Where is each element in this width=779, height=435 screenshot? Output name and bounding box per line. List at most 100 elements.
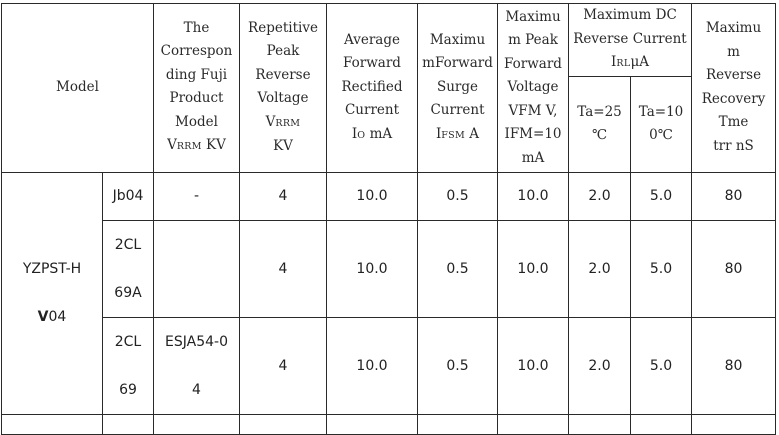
cell-sub-model-line-1: 2CL [114,236,142,253]
header-vrrm-line-1: Repetitive [248,19,318,36]
cell-vrrm: 4 [239,219,327,318]
cell-empty [497,413,569,435]
header-dc-line-1: Maximum DC [583,7,677,23]
header-io-sym: I [351,125,358,142]
header-io: Average Forward Rectified Current IO mA [326,3,418,173]
header-io-sub: O [357,129,366,141]
header-fuji-line-5: Model [175,113,218,130]
header-vfm-line-1: Maximu [505,8,561,25]
header-io-line-1: Average [344,31,400,48]
cell-ir25: 2.0 [568,171,631,221]
cell-fuji: ESJA54-0 4 [153,316,240,415]
cell-sub-model: Jb04 [102,171,154,221]
cell-fuji-line-2: 4 [192,381,201,398]
cell-empty [326,413,418,435]
header-ifsm-unit: A [465,125,480,142]
header-vfm-line-7: mA [521,149,545,166]
cell-empty [1,413,103,435]
header-ta100: Ta=10 0℃ [629,75,693,173]
cell-empty [568,413,631,435]
header-vrrm: Repetitive Peak Reverse Voltage VRRM KV [239,3,327,173]
table-row: YZPST-H V04 Jb04 - 4 10.0 0.5 10.0 2.0 5… [1,171,777,415]
header-vrrm-line-4: Voltage [257,90,309,107]
header-io-line-3: Rectified [341,78,403,95]
header-ta25-line-2: ℃ [591,127,608,143]
header-model-label: Model [56,79,99,95]
cell-empty [629,413,693,435]
cell-empty [239,413,327,435]
header-vfm-line-4: Voltage [507,79,559,95]
header-vrrm-line-3: Reverse [255,66,311,83]
group-model-line-2: V04 [4,293,100,341]
cell-empty [102,413,154,435]
header-ifsm-sym: I [435,125,442,142]
table-row-partial [1,413,777,435]
header-vrrm-line-2: Peak [266,43,300,60]
header-fuji-model: The Correspon ding Fuji Product Model VR… [153,3,240,173]
cell-ir25: 2.0 [568,316,631,415]
header-trr-line-4: Recovery [701,90,766,107]
cell-vfm: 10.0 [497,219,569,318]
cell-fuji-line-1: ESJA54-0 [165,333,228,350]
header-fuji-line-2: Correspon [160,43,233,60]
header-vrrm-unit: KV [273,138,293,155]
header-fuji-line-3: ding Fuji [165,66,228,83]
cell-ifsm: 0.5 [417,316,498,415]
cell-io: 10.0 [326,219,418,318]
header-trr-line-6: trr nS [713,137,754,154]
cell-empty [153,413,240,435]
cell-io: 10.0 [326,316,418,415]
cell-sub-model-line-2: 69A [105,269,151,317]
header-trr-line-5: Tme [718,114,749,131]
header-dc-sub: RL [616,58,631,69]
cell-fuji-line-1: - [193,188,200,204]
header-dc-reverse: Maximum DC Reverse Current IRLμA [567,3,693,77]
cell-ir100: 5.0 [629,171,693,221]
header-ta100-line-2: 0℃ [649,127,673,143]
table-row: 2CL 69A 4 10.0 0.5 10.0 2.0 5.0 80 [2,219,777,318]
cell-sub-model: 2CL 69 [102,316,154,415]
header-vfm: Maximu m Peak Forward Voltage VFM V, IFM… [497,3,569,173]
group-model: YZPST-H V04 [1,171,103,415]
header-trr-line-2: m [727,43,740,60]
header-fuji-sym: V [167,137,177,154]
header-model: Model [1,3,154,173]
header-dc-line-2: Reverse Current [573,30,687,47]
header-dc-sym: I [611,54,617,70]
header-vfm-line-2: m Peak [508,32,558,48]
cell-ifsm: 0.5 [417,219,498,318]
spec-table: Model The Correspon ding Fuji Product Mo… [1,3,777,435]
header-ifsm-line-3: Surge [436,78,479,95]
header-ta25: Ta=25 ℃ [568,75,631,173]
cell-fuji: - [153,171,240,221]
cell-empty [691,413,777,435]
cell-empty [417,413,498,435]
header-fuji-symbol-line: VRRM KV [156,134,237,159]
cell-ir25: 2.0 [568,219,631,318]
cell-trr: 80 [691,219,777,318]
header-ifsm-line-1: Maximu [429,31,486,48]
header-dc-unit: μA [630,54,649,70]
header-fuji-line-4: Product [169,90,224,107]
header-fuji-unit: KV [201,137,226,154]
header-trr-line-3: Reverse [705,67,762,84]
cell-ir100: 5.0 [629,316,693,415]
header-io-symbol-line: IO mA [329,123,415,148]
cell-vfm: 10.0 [497,171,569,221]
header-io-unit: mA [365,125,393,142]
header-io-line-2: Forward [343,55,401,71]
header-vrrm-symbol-line: VRRM [242,111,324,136]
header-trr-line-1: Maximu [705,20,762,37]
header-vrrm-sym: V [265,113,276,130]
header-ifsm: Maximu mForward Surge Current IFSM A [417,3,498,173]
header-vfm-line-5: VFM V, [508,102,558,119]
cell-sub-model-line-1: 2CL [114,333,142,350]
table-row: 2CL 69 ESJA54-0 4 4 10.0 0.5 10.0 2.0 5.… [2,316,777,415]
cell-sub-model-line-2-text: 69A [114,284,142,301]
header-ta25-line-1: Ta=25 [577,103,622,120]
cell-vrrm: 4 [239,171,327,221]
cell-ir100: 5.0 [629,219,693,318]
header-ifsm-line-2: mForward [422,55,493,71]
cell-io: 10.0 [326,171,418,221]
header-dc-symbol-line: IRLμA [571,51,689,76]
